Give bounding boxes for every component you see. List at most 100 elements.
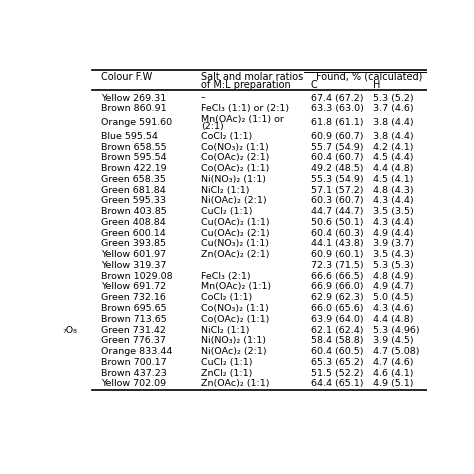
Text: 66.9 (66.0): 66.9 (66.0) [311, 283, 364, 292]
Text: Brown 422.19: Brown 422.19 [101, 164, 167, 173]
Text: Yellow 319.37: Yellow 319.37 [101, 261, 167, 270]
Text: Green 732.16: Green 732.16 [101, 293, 166, 302]
Text: 4.5 (4.4): 4.5 (4.4) [374, 153, 414, 162]
Text: Orange 833.44: Orange 833.44 [101, 347, 173, 356]
Text: Co(OAc)₂ (1:1): Co(OAc)₂ (1:1) [201, 164, 269, 173]
Text: 3.5 (3.5): 3.5 (3.5) [374, 207, 414, 216]
Text: 66.0 (65.6): 66.0 (65.6) [311, 304, 364, 313]
Text: (2:1): (2:1) [201, 122, 223, 131]
Text: 51.5 (52.2): 51.5 (52.2) [311, 369, 364, 378]
Text: 60.4 (60.7): 60.4 (60.7) [311, 153, 364, 162]
Text: 60.3 (60.7): 60.3 (60.7) [311, 196, 364, 205]
Text: 5.3 (4.96): 5.3 (4.96) [374, 326, 420, 335]
Text: 4.7 (4.6): 4.7 (4.6) [374, 358, 414, 367]
Text: NiCl₂ (1:1): NiCl₂ (1:1) [201, 186, 249, 195]
Text: CoCl₂ (1:1): CoCl₂ (1:1) [201, 293, 252, 302]
Text: 5.3 (5.2): 5.3 (5.2) [374, 93, 414, 102]
Text: Ni(OAc)₂ (2:1): Ni(OAc)₂ (2:1) [201, 347, 266, 356]
Text: Zn(OAc)₂ (2:1): Zn(OAc)₂ (2:1) [201, 250, 269, 259]
Text: Zn(OAc)₂ (1:1): Zn(OAc)₂ (1:1) [201, 379, 269, 388]
Text: 62.9 (62.3): 62.9 (62.3) [311, 293, 364, 302]
Text: H: H [374, 81, 381, 91]
Text: 60.4 (60.5): 60.4 (60.5) [311, 347, 364, 356]
Text: Mn(OAc)₂ (1:1) or: Mn(OAc)₂ (1:1) or [201, 115, 283, 124]
Text: Brown 700.17: Brown 700.17 [101, 358, 167, 367]
Text: of M:L preparation: of M:L preparation [201, 81, 291, 91]
Text: Ni(NO₃)₂ (1:1): Ni(NO₃)₂ (1:1) [201, 337, 266, 346]
Text: 4.6 (4.1): 4.6 (4.1) [374, 369, 414, 378]
Text: 5.3 (5.3): 5.3 (5.3) [374, 261, 414, 270]
Text: Co(OAc)₂ (2:1): Co(OAc)₂ (2:1) [201, 153, 269, 162]
Text: Brown 695.65: Brown 695.65 [101, 304, 167, 313]
Text: 4.8 (4.9): 4.8 (4.9) [374, 272, 414, 281]
Text: Brown 1029.08: Brown 1029.08 [101, 272, 173, 281]
Text: 64.4 (65.1): 64.4 (65.1) [311, 379, 364, 388]
Text: 4.5 (4.1): 4.5 (4.1) [374, 175, 414, 184]
Text: 3.5 (4.3): 3.5 (4.3) [374, 250, 414, 259]
Text: 3.9 (4.5): 3.9 (4.5) [374, 337, 414, 346]
Text: Yellow 702.09: Yellow 702.09 [101, 379, 167, 388]
Text: Brown 437.23: Brown 437.23 [101, 369, 167, 378]
Text: 61.8 (61.1): 61.8 (61.1) [311, 118, 364, 127]
Text: Green 658.35: Green 658.35 [101, 175, 166, 184]
Text: ZnCl₂ (1:1): ZnCl₂ (1:1) [201, 369, 252, 378]
Text: 55.7 (54.9): 55.7 (54.9) [311, 143, 364, 152]
Text: Green 393.85: Green 393.85 [101, 239, 166, 248]
Text: 4.8 (4.3): 4.8 (4.3) [374, 186, 414, 195]
Text: 62.1 (62.4): 62.1 (62.4) [311, 326, 364, 335]
Text: 65.3 (65.2): 65.3 (65.2) [311, 358, 364, 367]
Text: 4.7 (5.08): 4.7 (5.08) [374, 347, 420, 356]
Text: Colour F.W: Colour F.W [101, 72, 153, 82]
Text: 44.1 (43.8): 44.1 (43.8) [311, 239, 364, 248]
Text: 49.2 (48.5): 49.2 (48.5) [311, 164, 364, 173]
Text: 60.4 (60.3): 60.4 (60.3) [311, 228, 364, 237]
Text: FeCl₃ (1:1) or (2:1): FeCl₃ (1:1) or (2:1) [201, 104, 289, 113]
Text: 4.3 (4.4): 4.3 (4.4) [374, 218, 414, 227]
Text: Brown 713.65: Brown 713.65 [101, 315, 167, 324]
Text: Green 776.37: Green 776.37 [101, 337, 166, 346]
Text: Ni(NO₃)₂ (1:1): Ni(NO₃)₂ (1:1) [201, 175, 266, 184]
Text: 58.4 (58.8): 58.4 (58.8) [311, 337, 364, 346]
Text: Brown 860.91: Brown 860.91 [101, 104, 167, 113]
Text: 66.6 (66.5): 66.6 (66.5) [311, 272, 364, 281]
Text: Yellow 269.31: Yellow 269.31 [101, 93, 167, 102]
Text: Brown 658.55: Brown 658.55 [101, 143, 167, 152]
Text: 63.9 (64.0): 63.9 (64.0) [311, 315, 364, 324]
Text: 4.9 (4.4): 4.9 (4.4) [374, 228, 414, 237]
Text: Green 731.42: Green 731.42 [101, 326, 166, 335]
Text: Green 408.84: Green 408.84 [101, 218, 166, 227]
Text: Green 600.14: Green 600.14 [101, 228, 166, 237]
Text: Found, % (calculated): Found, % (calculated) [316, 72, 422, 82]
Text: CuCl₂ (1:1): CuCl₂ (1:1) [201, 207, 252, 216]
Text: Green 681.84: Green 681.84 [101, 186, 166, 195]
Text: NiCl₂ (1:1): NiCl₂ (1:1) [201, 326, 249, 335]
Text: Blue 595.54: Blue 595.54 [101, 132, 158, 141]
Text: 57.1 (57.2): 57.1 (57.2) [311, 186, 364, 195]
Text: 3.8 (4.4): 3.8 (4.4) [374, 132, 414, 141]
Text: Cu(OAc)₂ (1:1): Cu(OAc)₂ (1:1) [201, 218, 269, 227]
Text: 55.3 (54.9): 55.3 (54.9) [311, 175, 364, 184]
Text: 4.4 (4.8): 4.4 (4.8) [374, 164, 414, 173]
Text: Yellow 601.97: Yellow 601.97 [101, 250, 167, 259]
Text: 4.4 (4.8): 4.4 (4.8) [374, 315, 414, 324]
Text: Ni(OAc)₂ (2:1): Ni(OAc)₂ (2:1) [201, 196, 266, 205]
Text: 4.3 (4.6): 4.3 (4.6) [374, 304, 414, 313]
Text: 72.3 (71.5): 72.3 (71.5) [311, 261, 364, 270]
Text: Cu(OAc)₂ (2:1): Cu(OAc)₂ (2:1) [201, 228, 269, 237]
Text: Co(OAc)₂ (1:1): Co(OAc)₂ (1:1) [201, 315, 269, 324]
Text: 4.9 (5.1): 4.9 (5.1) [374, 379, 414, 388]
Text: Yellow 691.72: Yellow 691.72 [101, 283, 167, 292]
Text: 67.4 (67.2): 67.4 (67.2) [311, 93, 364, 102]
Text: 60.9 (60.1): 60.9 (60.1) [311, 250, 364, 259]
Text: 4.2 (4.1): 4.2 (4.1) [374, 143, 414, 152]
Text: Brown 595.54: Brown 595.54 [101, 153, 167, 162]
Text: 60.9 (60.7): 60.9 (60.7) [311, 132, 364, 141]
Text: 44.7 (44.7): 44.7 (44.7) [311, 207, 364, 216]
Text: FeCl₃ (2:1): FeCl₃ (2:1) [201, 272, 250, 281]
Text: 3.9 (3.7): 3.9 (3.7) [374, 239, 414, 248]
Text: C: C [311, 81, 318, 91]
Text: Co(NO₃)₂ (1:1): Co(NO₃)₂ (1:1) [201, 304, 268, 313]
Text: 63.3 (63.0): 63.3 (63.0) [311, 104, 364, 113]
Text: 3.8 (4.4): 3.8 (4.4) [374, 118, 414, 127]
Text: CoCl₂ (1:1): CoCl₂ (1:1) [201, 132, 252, 141]
